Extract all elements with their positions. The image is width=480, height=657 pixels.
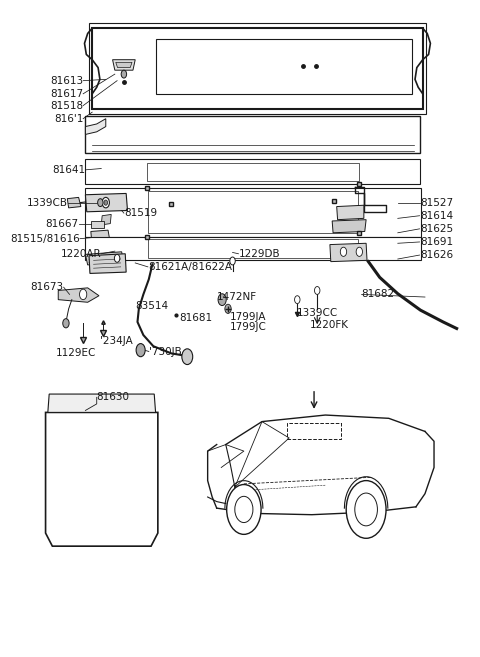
Polygon shape xyxy=(84,187,421,237)
Polygon shape xyxy=(148,191,358,233)
Polygon shape xyxy=(92,28,423,109)
Text: 1339CC: 1339CC xyxy=(297,308,338,319)
Polygon shape xyxy=(156,39,412,94)
Circle shape xyxy=(218,294,226,306)
Polygon shape xyxy=(58,288,99,302)
Polygon shape xyxy=(85,116,420,153)
Polygon shape xyxy=(46,413,158,546)
Polygon shape xyxy=(146,163,360,181)
Circle shape xyxy=(63,319,69,328)
Circle shape xyxy=(346,481,386,538)
Text: 81527: 81527 xyxy=(420,198,454,208)
Text: 1220FK: 1220FK xyxy=(310,319,348,330)
Circle shape xyxy=(102,197,109,208)
Circle shape xyxy=(114,254,120,262)
Text: 81518: 81518 xyxy=(50,101,83,110)
Circle shape xyxy=(104,200,108,205)
Text: 81519: 81519 xyxy=(124,208,157,218)
Text: 81681: 81681 xyxy=(180,313,213,323)
Circle shape xyxy=(121,70,127,78)
Text: 1229DB: 1229DB xyxy=(239,249,280,259)
Text: 81626: 81626 xyxy=(420,250,454,260)
Text: 81613: 81613 xyxy=(50,76,83,85)
Circle shape xyxy=(97,198,103,206)
Polygon shape xyxy=(101,214,111,225)
Polygon shape xyxy=(330,243,367,261)
Text: 81682: 81682 xyxy=(361,289,395,300)
Polygon shape xyxy=(85,252,124,265)
Polygon shape xyxy=(85,193,128,212)
Circle shape xyxy=(295,296,300,304)
Circle shape xyxy=(136,344,145,357)
Text: 81625: 81625 xyxy=(420,224,454,234)
Polygon shape xyxy=(85,119,106,135)
Text: 81515/81616: 81515/81616 xyxy=(10,234,80,244)
Polygon shape xyxy=(84,237,421,260)
Text: 1472NF: 1472NF xyxy=(216,292,257,302)
Polygon shape xyxy=(113,60,135,70)
Polygon shape xyxy=(116,62,132,68)
Circle shape xyxy=(340,247,347,256)
Circle shape xyxy=(314,286,320,294)
Text: 1799JA: 1799JA xyxy=(229,311,266,322)
Circle shape xyxy=(80,289,87,300)
Circle shape xyxy=(235,496,253,522)
Polygon shape xyxy=(48,394,156,413)
Text: 81691: 81691 xyxy=(420,237,454,247)
Text: 81614: 81614 xyxy=(420,211,454,221)
Circle shape xyxy=(355,493,377,526)
Polygon shape xyxy=(148,238,358,258)
Text: 1799JC: 1799JC xyxy=(229,321,266,332)
Circle shape xyxy=(356,247,362,256)
Text: 81673: 81673 xyxy=(31,283,64,292)
Ellipse shape xyxy=(338,232,363,244)
Text: 81630: 81630 xyxy=(97,392,130,402)
Polygon shape xyxy=(85,160,420,184)
Polygon shape xyxy=(91,230,110,242)
Polygon shape xyxy=(89,254,126,273)
Text: 81667: 81667 xyxy=(46,219,79,229)
Text: '234JA: '234JA xyxy=(100,336,132,346)
Polygon shape xyxy=(67,197,81,208)
Circle shape xyxy=(227,484,261,534)
Circle shape xyxy=(182,349,192,365)
Text: 81621A/81622A: 81621A/81622A xyxy=(148,262,232,272)
Text: 81617: 81617 xyxy=(50,89,83,99)
Text: 1339CB: 1339CB xyxy=(27,198,68,208)
Text: 83514: 83514 xyxy=(135,301,168,311)
Text: 1129EC: 1129EC xyxy=(56,348,96,359)
Text: 1220AR: 1220AR xyxy=(60,249,101,259)
Text: '730JB: '730JB xyxy=(149,347,181,357)
Polygon shape xyxy=(91,221,104,227)
Circle shape xyxy=(225,304,231,313)
Polygon shape xyxy=(332,219,366,233)
Polygon shape xyxy=(336,205,364,219)
Circle shape xyxy=(230,257,235,265)
Text: 816'1: 816'1 xyxy=(54,114,83,124)
Text: 81641: 81641 xyxy=(52,165,85,175)
